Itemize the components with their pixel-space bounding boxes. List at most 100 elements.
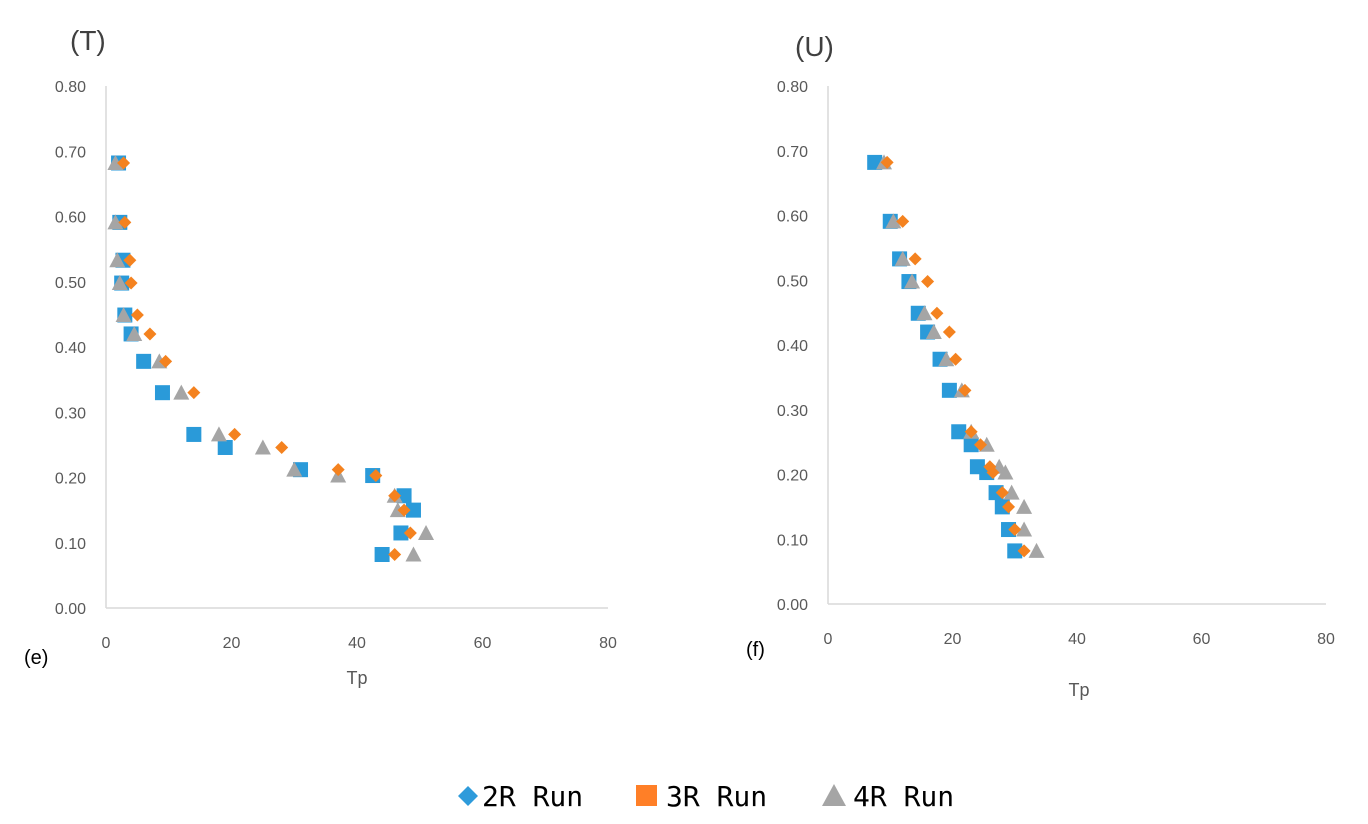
data-point-4r-run (109, 252, 126, 268)
legend-item-4r: 4R Run (822, 780, 954, 813)
panel-letter: (e) (24, 647, 48, 669)
panel-letter: (f) (746, 639, 765, 661)
data-point-4r-run (210, 426, 227, 442)
data-point-3r-run (154, 385, 170, 401)
legend-item-2r: 2R Run (458, 780, 583, 813)
y-tick-label: 0.00 (777, 597, 808, 614)
y-tick-label: 0.10 (777, 532, 808, 549)
data-point-3r-run (136, 353, 152, 369)
y-tick-label: 0.00 (55, 601, 86, 618)
data-point-2r-run (228, 427, 242, 441)
y-tick-label: 0.40 (55, 340, 86, 357)
data-point-4r-run (111, 275, 128, 291)
y-tick-label: 0.70 (55, 144, 86, 161)
data-point-2r-run (130, 308, 144, 322)
x-tick-label: 0 (102, 635, 111, 652)
y-tick-label: 0.70 (777, 144, 808, 161)
data-point-4r-run (894, 250, 911, 266)
legend-label: 2R Run (482, 780, 583, 813)
legend: 2R Run 3R Run 4R Run (458, 780, 954, 813)
x-tick-label: 60 (1193, 631, 1211, 648)
legend-diamond-marker (458, 786, 478, 806)
x-tick-label: 80 (599, 635, 617, 652)
data-point-3r-run (1007, 543, 1023, 559)
x-axis-label: Tp (1068, 680, 1089, 700)
data-point-2r-run (995, 486, 1009, 500)
data-point-2r-run (403, 526, 417, 540)
legend-label: 4R Run (853, 780, 954, 813)
data-point-4r-run (173, 384, 190, 400)
data-point-2r-run (388, 547, 402, 561)
data-point-4r-run (997, 464, 1014, 480)
data-point-4r-run (107, 154, 124, 170)
data-point-4r-run (916, 305, 933, 321)
data-point-4r-run (925, 324, 942, 340)
data-point-4r-run (107, 214, 124, 230)
data-point-4r-run (1016, 498, 1033, 514)
data-point-4r-run (286, 461, 303, 477)
data-point-4r-run (254, 439, 271, 455)
data-point-3r-run (405, 502, 421, 518)
data-point-2r-run (930, 306, 944, 320)
data-point-2r-run (397, 503, 411, 517)
data-point-2r-run (974, 438, 988, 452)
panel-title: (T) (70, 25, 106, 56)
data-point-2r-run (958, 383, 972, 397)
data-point-2r-run (949, 352, 963, 366)
data-point-2r-run (986, 466, 1000, 480)
y-tick-label: 0.50 (777, 273, 808, 290)
y-tick-label: 0.50 (55, 275, 86, 292)
x-tick-label: 60 (474, 635, 492, 652)
data-point-2r-run (388, 489, 402, 503)
data-point-2r-run (331, 463, 345, 477)
x-tick-label: 20 (944, 631, 962, 648)
data-point-4r-run (904, 273, 921, 289)
legend-label: 3R Run (666, 780, 767, 813)
data-point-4r-run (126, 325, 143, 341)
data-point-2r-run (1008, 523, 1022, 537)
y-tick-label: 0.40 (777, 338, 808, 355)
data-point-4r-run (115, 307, 132, 323)
data-point-3r-run (963, 437, 979, 453)
x-tick-label: 20 (223, 635, 241, 652)
panel-title: (U) (795, 31, 834, 62)
y-tick-label: 0.20 (55, 471, 86, 488)
y-tick-label: 0.80 (777, 79, 808, 96)
data-point-3r-run (393, 525, 409, 541)
data-point-4r-run (418, 524, 435, 540)
data-point-2r-run (159, 354, 173, 368)
data-point-2r-run (921, 275, 935, 289)
data-point-4r-run (1003, 484, 1020, 500)
data-point-3r-run (941, 382, 957, 398)
x-tick-label: 40 (1068, 631, 1086, 648)
data-point-4r-run (885, 213, 902, 229)
legend-square-marker (636, 785, 657, 806)
x-axis-label: Tp (346, 668, 367, 688)
data-point-2r-run (880, 155, 894, 169)
data-point-2r-run (117, 156, 131, 170)
legend-item-3r: 3R Run (636, 780, 767, 813)
data-point-2r-run (369, 469, 383, 483)
panel-f: (U) (f) Tp 0.00 0.10 0.20 0.30 0.40 0.50 0.60 0… (746, 31, 1335, 700)
data-point-2r-run (187, 386, 201, 400)
data-point-2r-run (1002, 500, 1016, 514)
data-point-2r-run (143, 327, 157, 341)
legend-triangle-marker (822, 784, 846, 806)
y-tick-label: 0.30 (777, 403, 808, 420)
data-point-2r-run (118, 215, 132, 229)
y-tick-label: 0.20 (777, 468, 808, 485)
data-point-4r-run (405, 546, 422, 562)
data-point-3r-run (186, 426, 202, 442)
data-point-2r-run (942, 325, 956, 339)
data-point-2r-run (964, 425, 978, 439)
y-tick-label: 0.10 (55, 536, 86, 553)
panel-e: (T) (e) Tp 0.00 0.10 0.20 0.30 0.40 0.50 0.60 0… (24, 25, 617, 688)
data-point-4r-run (1028, 542, 1045, 558)
x-tick-label: 80 (1317, 631, 1335, 648)
data-point-2r-run (896, 214, 910, 228)
y-tick-label: 0.60 (55, 210, 86, 227)
y-tick-label: 0.60 (777, 209, 808, 226)
data-point-3r-run (374, 546, 390, 562)
data-point-2r-run (124, 276, 138, 290)
